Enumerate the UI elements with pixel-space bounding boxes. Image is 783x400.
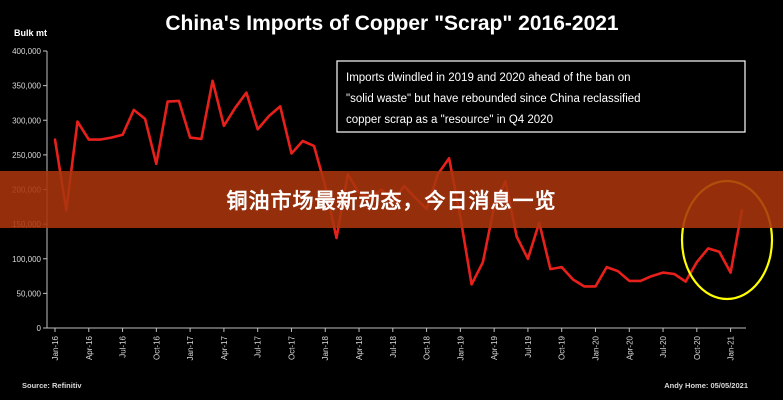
x-tick-label: Jul-19 [524,335,533,357]
y-tick-label: 350,000 [12,82,41,91]
x-tick-label: Jan-21 [727,335,736,360]
x-tick-label: Jul-20 [659,335,668,357]
x-tick-label: Apr-19 [490,335,499,360]
x-tick-label: Apr-16 [85,335,94,360]
y-axis-unit-label: Bulk mt [14,28,47,38]
x-tick-label: Jan-16 [51,335,60,360]
x-tick-label: Oct-16 [152,335,161,360]
x-tick-label: Oct-20 [693,335,702,360]
x-tick-label: Jul-18 [389,335,398,357]
x-tick-label: Jan-20 [591,335,600,360]
x-tick-label: Apr-18 [355,335,364,360]
y-tick-label: 400,000 [12,47,41,56]
x-tick-label: Oct-18 [423,335,432,360]
y-tick-label: 300,000 [12,116,41,125]
x-tick-label: Jul-16 [119,335,128,357]
chart-title: China's Imports of Copper "Scrap" 2016-2… [165,12,619,35]
x-tick-label: Jan-19 [456,335,465,360]
x-tick-label: Jul-17 [254,335,263,357]
x-tick-label: Oct-19 [558,335,567,360]
y-tick-label: 50,000 [17,289,42,298]
x-tick-label: Oct-17 [287,335,296,360]
y-tick-label: 100,000 [12,255,41,264]
source-note: Source: Refinitiv [22,381,82,390]
annotation-border [336,60,746,133]
annotation-line-1: Imports dwindled in 2019 and 2020 ahead … [346,72,631,84]
author-credit: Andy Home: 05/05/2021 [664,381,748,390]
y-tick-label: 0 [37,324,42,333]
x-tick-label: Apr-20 [625,335,634,360]
x-tick-label: Jan-17 [186,335,195,360]
headline-banner: 铜油市场最新动态，今日消息一览 [0,171,783,228]
y-tick-label: 250,000 [12,151,41,160]
annotation-line-3: copper scrap as a "resource" in Q4 2020 [346,114,553,126]
x-tick-label: Apr-17 [220,335,229,360]
x-tick-label: Jan-18 [321,335,330,360]
x-axis: Jan-16 Apr-16 Jul-16 Oct-16 Jan-17 Apr-17 Jul-… [47,327,746,360]
annotation-line-2: "solid waste" but have rebounded since C… [346,93,641,105]
annotation-box: Imports dwindled in 2019 and 2020 ahead … [336,60,746,133]
headline-banner-text: 铜油市场最新动态，今日消息一览 [226,188,557,213]
